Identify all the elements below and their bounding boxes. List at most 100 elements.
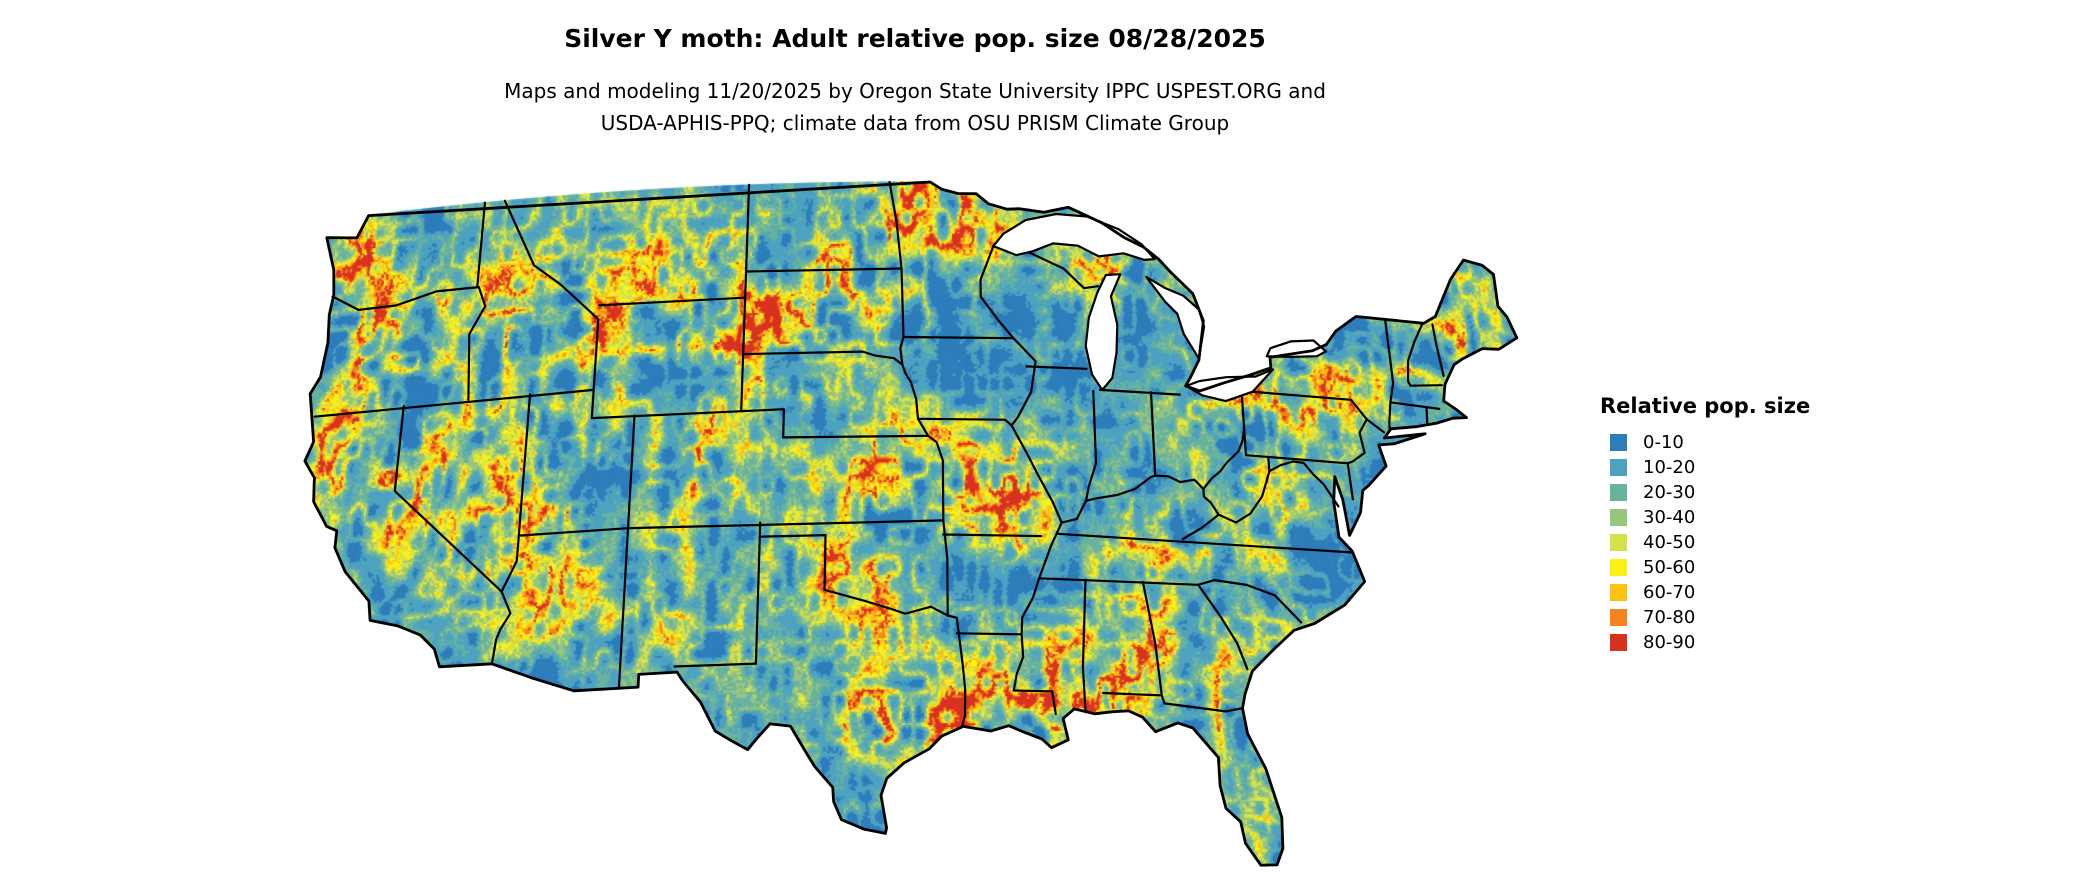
state-border: [942, 533, 1043, 538]
state-border: [1027, 250, 1100, 290]
state-border: [1384, 318, 1395, 385]
state-border: [1240, 390, 1246, 431]
state-border: [758, 534, 827, 591]
state-border: [598, 296, 747, 307]
state-border: [979, 245, 1015, 340]
state-border: [1388, 382, 1395, 433]
legend-label: 50-60: [1643, 557, 1696, 578]
state-border: [490, 590, 512, 665]
state-border: [1389, 401, 1441, 410]
state-border: [517, 393, 532, 537]
legend-swatch: [1610, 434, 1627, 451]
state-border: [1431, 323, 1445, 378]
state-border: [626, 519, 945, 530]
state-border: [590, 408, 785, 439]
state-border: [1425, 406, 1429, 426]
state-border: [1098, 388, 1181, 396]
legend-swatch: [1610, 534, 1627, 551]
state-border: [1160, 694, 1244, 713]
state-border: [1267, 455, 1340, 508]
legend-swatch: [1610, 634, 1627, 651]
legend-item: 40-50: [1610, 530, 1810, 555]
legend-item: 60-70: [1610, 580, 1810, 605]
state-border: [500, 534, 520, 593]
great-lake: [1145, 275, 1206, 360]
state-border: [503, 199, 600, 321]
state-border: [1346, 462, 1354, 501]
us-outline: [303, 180, 1519, 867]
great-lake: [1265, 339, 1327, 358]
great-lake: [992, 212, 1156, 261]
state-border: [1084, 389, 1098, 502]
state-border: [1197, 579, 1303, 624]
state-border: [617, 527, 630, 690]
legend-item: 20-30: [1610, 480, 1810, 505]
legend-label: 60-70: [1643, 582, 1696, 603]
state-border: [1406, 322, 1424, 387]
legend-swatch: [1610, 609, 1627, 626]
state-border: [742, 350, 904, 366]
state-border: [927, 434, 945, 522]
state-border: [955, 632, 1023, 636]
legend-item: 10-20: [1610, 455, 1810, 480]
state-border: [467, 286, 487, 401]
state-border: [823, 588, 949, 617]
state-border: [916, 417, 930, 437]
state-border: [1060, 428, 1246, 524]
legend-item: 80-90: [1610, 630, 1810, 655]
state-border: [590, 318, 600, 420]
great-lake: [1084, 273, 1122, 392]
state-border: [1101, 691, 1163, 697]
legend-label: 10-20: [1643, 457, 1696, 478]
state-border: [1217, 470, 1271, 524]
legend-item: 70-80: [1610, 605, 1810, 630]
state-border: [782, 434, 930, 439]
state-border: [1409, 384, 1443, 387]
state-border: [1081, 578, 1087, 714]
legend-label: 80-90: [1643, 632, 1696, 653]
legend: Relative pop. size 0-10 10-20 20-30 30-40 40…: [1600, 394, 1810, 655]
state-border: [1056, 532, 1355, 554]
state-border: [1038, 577, 1200, 586]
state-border: [916, 417, 1013, 427]
state-border: [754, 521, 762, 665]
state-border: [942, 519, 949, 617]
legend-swatch: [1610, 459, 1627, 476]
state-border: [1181, 487, 1220, 541]
legend-item: 30-40: [1610, 505, 1810, 530]
legend-swatch: [1610, 559, 1627, 576]
legend-label: 20-30: [1643, 482, 1696, 503]
state-border: [1149, 391, 1157, 477]
state-border: [673, 662, 757, 668]
state-border: [476, 201, 487, 289]
state-border: [517, 527, 630, 537]
state-border: [1346, 398, 1368, 465]
state-border: [1240, 389, 1353, 401]
legend-label: 70-80: [1643, 607, 1696, 628]
state-border: [740, 183, 751, 412]
great-lake: [1185, 368, 1275, 403]
legend-label: 0-10: [1643, 432, 1684, 453]
state-border: [888, 180, 903, 270]
state-border: [393, 405, 503, 593]
legend-swatch: [1610, 484, 1627, 501]
state-border: [946, 614, 967, 728]
legend-label: 40-50: [1643, 532, 1696, 553]
state-border: [745, 267, 903, 273]
state-border: [331, 286, 480, 311]
state-border: [1197, 583, 1249, 671]
state-border: [313, 388, 595, 418]
state-border: [902, 335, 1015, 340]
legend-item: 0-10: [1610, 430, 1810, 455]
state-border: [901, 363, 920, 420]
legend-items: 0-10 10-20 20-30 30-40 40-50 50-60 60-70 70-80 8…: [1600, 430, 1810, 655]
state-border: [1012, 689, 1057, 716]
state-border: [1025, 365, 1088, 370]
state-border: [626, 414, 636, 530]
state-border: [899, 267, 905, 366]
legend-swatch: [1610, 509, 1627, 526]
state-border: [1012, 521, 1063, 692]
state-border: [1365, 418, 1385, 434]
